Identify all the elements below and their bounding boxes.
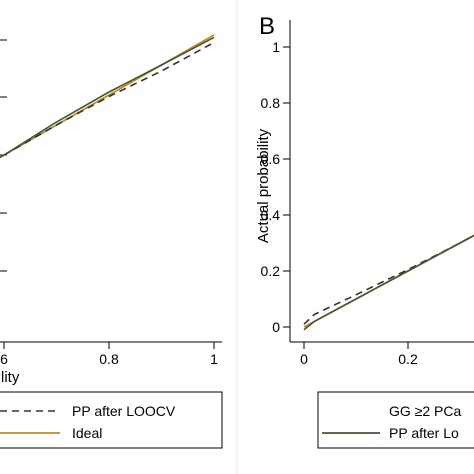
left-plot-area [0, 34, 215, 159]
series-line-0 [303, 234, 474, 331]
right-y-tick-label: 0.6 [261, 151, 281, 167]
legend-label-pp: PP after Lo [389, 425, 459, 441]
right-y-tick-label: 1 [272, 39, 280, 55]
right-y-tick-label: 0 [272, 319, 280, 335]
panel-letter: B [259, 13, 275, 40]
left-x-axis-title: lity [1, 369, 20, 386]
right-legend-box [317, 391, 474, 449]
right-y-ticks: 0 0.2 0.4 0.6 0.8 1 [261, 39, 290, 335]
right-plot-area [303, 234, 474, 331]
right-y-tick-label: 0.4 [261, 207, 281, 223]
series-line-0 [0, 36, 215, 159]
right-panel: B Actual probability 0 0.2 0.4 0.6 0.8 1 0 0.… [255, 13, 474, 449]
series-line-1 [303, 234, 474, 325]
legend-label-ideal: Ideal [72, 425, 102, 441]
right-x-tick-label: 0 [300, 351, 308, 367]
legend-label-loocv: PP after LOOCV [72, 403, 176, 419]
left-x-tick-label: 6 [0, 351, 8, 367]
right-y-tick-label: 0.8 [261, 95, 281, 111]
right-y-axis-title: Actual probability [255, 128, 272, 243]
left-x-tick-label: 0.8 [99, 351, 119, 367]
right-x-tick-label: 0.2 [398, 351, 418, 367]
left-x-tick-label: 1 [210, 351, 218, 367]
left-legend-box [0, 391, 223, 449]
legend-label-gg: GG ≥2 PCa [389, 403, 461, 419]
right-y-tick-label: 0.2 [261, 263, 281, 279]
series-line-1 [0, 41, 215, 159]
left-panel: 6 0.8 1 lity PP after LOOCV Ideal [0, 34, 223, 449]
